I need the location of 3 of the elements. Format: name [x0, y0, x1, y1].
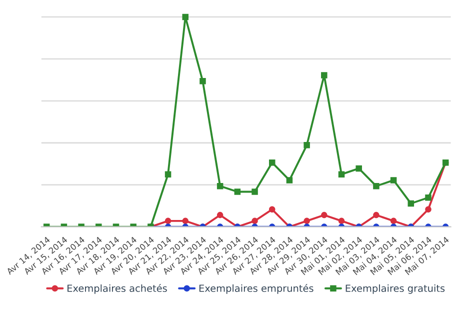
legend-label: Exemplaires gratuits	[346, 284, 445, 294]
legend-label: Exemplaires empruntés	[199, 284, 314, 294]
legend-label: Exemplaires achetés	[68, 284, 167, 294]
